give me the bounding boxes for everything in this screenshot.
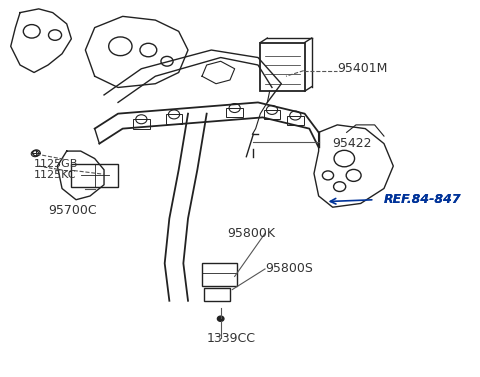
Bar	[72, 164, 118, 187]
Text: 1339CC: 1339CC	[207, 332, 256, 345]
Bar	[287, 115, 304, 125]
Text: 1125KC: 1125KC	[34, 170, 76, 181]
Text: 1125GB: 1125GB	[34, 159, 78, 169]
Bar	[202, 264, 237, 286]
Bar	[133, 119, 150, 129]
Text: 95800K: 95800K	[228, 227, 276, 240]
Text: 95800S: 95800S	[265, 262, 313, 276]
Text: 95401M: 95401M	[337, 62, 388, 75]
Bar	[204, 288, 230, 301]
Text: 95700C: 95700C	[48, 204, 96, 218]
Circle shape	[217, 316, 224, 321]
Bar	[264, 110, 280, 119]
Text: 95422: 95422	[333, 137, 372, 150]
Text: REF.84-847: REF.84-847	[384, 193, 462, 206]
Text: REF.84-847: REF.84-847	[384, 193, 462, 206]
Bar	[166, 114, 182, 124]
Bar	[226, 108, 243, 117]
Bar	[260, 43, 305, 91]
